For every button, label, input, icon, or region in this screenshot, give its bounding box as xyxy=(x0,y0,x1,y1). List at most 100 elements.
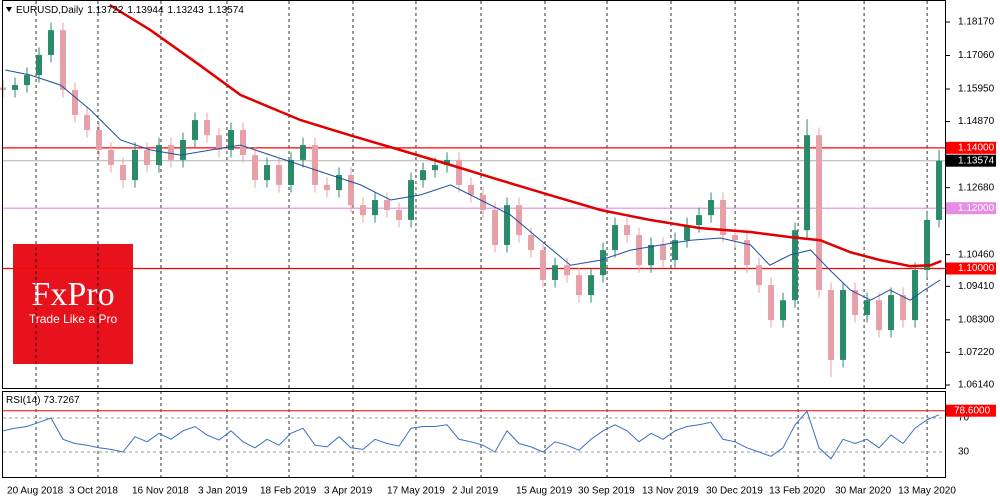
candle-body xyxy=(72,89,79,115)
rsi-level-box xyxy=(946,404,996,417)
x-tick-label: 30 Sep 2019 xyxy=(578,486,635,497)
candle-body xyxy=(816,135,823,290)
main-frame xyxy=(2,0,946,389)
last-price-label: 1.13574 xyxy=(958,155,995,166)
candle-body xyxy=(144,149,151,166)
candle-body xyxy=(780,300,787,321)
x-tick-label: 18 Feb 2019 xyxy=(260,486,317,497)
candle-body xyxy=(276,165,283,185)
candle-body xyxy=(636,235,643,266)
candle-body xyxy=(108,149,115,166)
candle-body xyxy=(120,165,127,181)
candle-body xyxy=(156,145,163,166)
symbol: EURUSD,Daily xyxy=(16,5,83,16)
level-label: 1.12000 xyxy=(958,203,995,214)
logo-box xyxy=(13,244,133,364)
candle-body xyxy=(204,120,211,136)
candle-body xyxy=(936,160,943,220)
candle-body xyxy=(480,194,487,210)
candle-body xyxy=(756,265,763,286)
candle-body xyxy=(576,275,583,296)
y-tick-label: 1.17060 xyxy=(958,50,995,61)
rsi-tick-label: 70 xyxy=(958,413,970,424)
candle-body xyxy=(372,200,379,216)
candle-body xyxy=(744,240,751,266)
candle-body xyxy=(924,219,931,271)
x-tick-label: 16 Nov 2018 xyxy=(132,486,189,497)
x-tick-label: 15 Aug 2019 xyxy=(516,486,573,497)
candle-body xyxy=(852,289,859,315)
candle-body xyxy=(96,130,103,150)
x-tick-label: 3 Oct 2018 xyxy=(69,486,118,497)
moving-average xyxy=(109,4,942,268)
candle-body xyxy=(348,174,355,206)
rsi-tick-label: 30 xyxy=(958,447,970,458)
candle-body xyxy=(300,145,307,160)
rsi-name: RSI(14) xyxy=(6,395,40,406)
y-tick-label: 1.15950 xyxy=(958,84,995,95)
level-label-box xyxy=(946,141,996,154)
candle-body xyxy=(672,240,679,261)
candle-body xyxy=(624,225,631,236)
candle-body xyxy=(840,289,847,360)
candle-body xyxy=(60,30,67,90)
level-label: 1.10000 xyxy=(958,263,995,274)
candle-body xyxy=(900,295,907,321)
y-tick-label: 1.18170 xyxy=(958,17,995,28)
x-tick-label: 13 Nov 2019 xyxy=(642,486,699,497)
header-low: 1.13243 xyxy=(168,5,205,16)
candle-body xyxy=(804,135,811,231)
candle-body xyxy=(132,149,139,181)
candle-body xyxy=(336,174,343,191)
candle-body xyxy=(432,165,439,171)
x-tick-label: 30 Dec 2019 xyxy=(706,486,763,497)
candle-body xyxy=(684,225,691,241)
candle-body xyxy=(492,209,499,245)
candle-body xyxy=(888,295,895,331)
rsi-frame xyxy=(2,391,946,478)
candle-body xyxy=(732,235,739,241)
candle-body xyxy=(168,145,175,160)
candle-body xyxy=(360,205,367,216)
candle-body xyxy=(864,300,871,315)
level-label-box xyxy=(946,202,996,215)
candle-body xyxy=(180,139,187,160)
candle-body xyxy=(720,200,727,236)
candle-body xyxy=(468,184,475,195)
header-high: 1.13944 xyxy=(127,5,164,16)
candle-body xyxy=(228,130,235,150)
x-tick-label: 30 Mar 2020 xyxy=(835,486,892,497)
candle-body xyxy=(396,209,403,220)
level-label-box xyxy=(946,262,996,275)
x-tick-label: 3 Jan 2019 xyxy=(198,486,248,497)
candle-body xyxy=(12,85,19,90)
candle-body xyxy=(324,184,331,191)
last-price-box xyxy=(946,154,996,167)
header-open: 1.13722 xyxy=(87,5,124,16)
x-tick-label: 3 Apr 2019 xyxy=(324,486,373,497)
candle-body xyxy=(504,205,511,245)
candle-body xyxy=(528,235,535,251)
candle-body xyxy=(312,145,319,185)
candle-body xyxy=(48,30,55,55)
y-tick-label: 1.10460 xyxy=(958,249,995,260)
y-tick-label: 1.08300 xyxy=(958,314,995,325)
candle-body xyxy=(264,165,271,181)
x-tick-label: 13 May 2020 xyxy=(898,486,956,497)
y-tick-label: 1.14870 xyxy=(958,116,995,127)
candle-body xyxy=(696,215,703,226)
menu-arrow xyxy=(6,7,12,12)
rsi-header: RSI(14) 73.7267 xyxy=(6,395,80,406)
candle-body xyxy=(516,205,523,236)
candle-body xyxy=(612,225,619,251)
candle-body xyxy=(876,300,883,331)
rsi-line xyxy=(2,410,940,460)
candle-body xyxy=(192,120,199,140)
candle-body xyxy=(420,170,427,181)
candle-body xyxy=(660,244,667,261)
candle-body xyxy=(240,130,247,156)
candle-body xyxy=(768,285,775,321)
logo-brand: FxPro xyxy=(31,276,114,313)
